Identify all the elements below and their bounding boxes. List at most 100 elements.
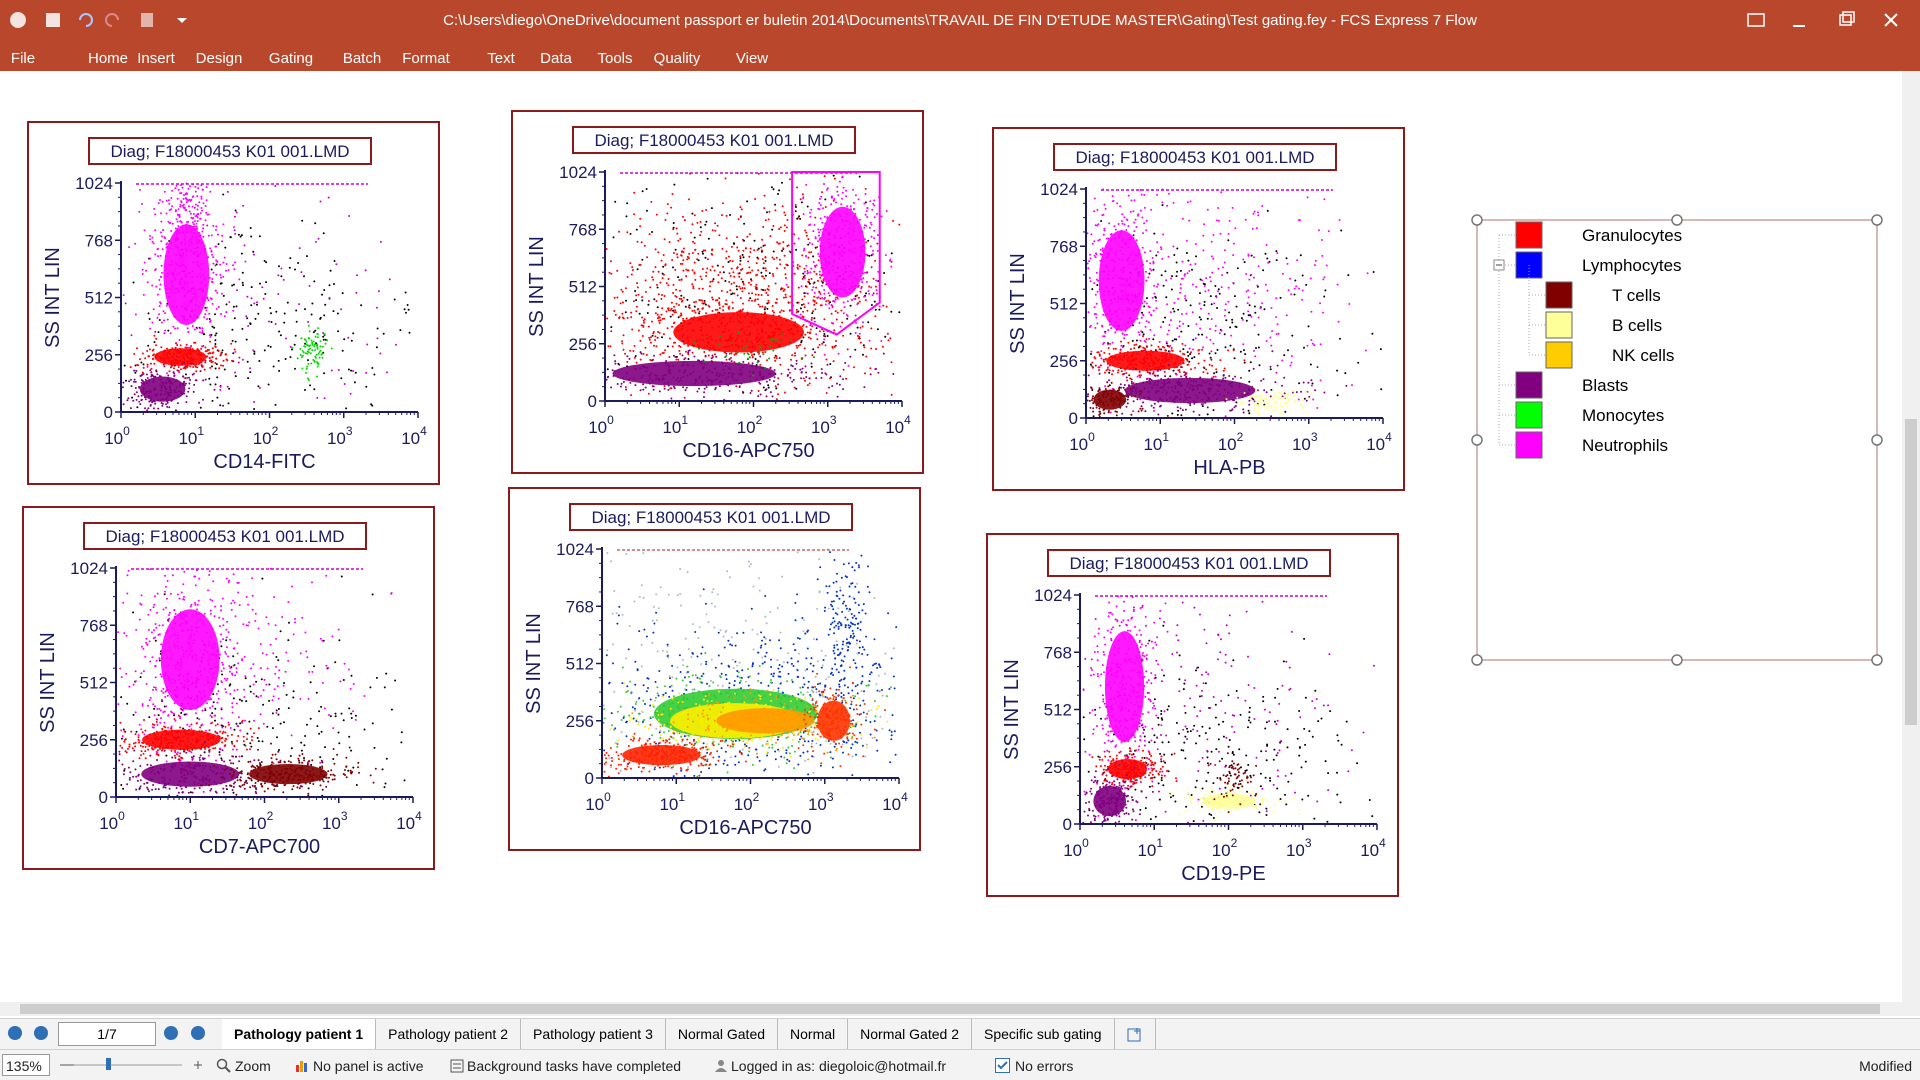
event-dot [171,205,174,208]
event-dot [151,349,154,352]
event-dot [824,257,827,260]
event-dot [1121,332,1124,335]
event-dot [812,230,815,233]
event-dot [1167,364,1170,367]
event-dot [741,308,744,311]
event-dot [1106,252,1108,255]
event-dot [1281,395,1284,398]
event-dot [179,204,182,206]
event-dot [1197,333,1200,336]
event-dot [706,267,709,270]
event-dot [678,279,681,281]
event-dot [1097,239,1100,242]
event-dot [1211,271,1214,274]
event-dot [802,213,805,215]
event-dot [1173,391,1176,394]
event-dot [128,380,131,383]
event-dot [626,276,629,278]
event-dot [1088,399,1091,402]
event-dot [1170,347,1173,349]
menu-item[interactable]: Tools [597,50,633,67]
event-dot [180,368,182,371]
event-dot [1133,230,1136,233]
event-dot [714,378,717,381]
x-tick-label: 102 [253,424,279,448]
event-dot [817,228,820,231]
event-dot [674,309,677,312]
dot-plot[interactable]: 1024 768 512 256 0 100 101 102 103 104 HLA-PB SS IN… [992,127,1405,491]
event-dot [202,223,205,226]
event-dot [179,192,181,195]
event-dot [303,338,306,341]
event-dot [1233,242,1235,245]
dot-plot[interactable]: 1024 768 512 256 0 100 101 102 103 104 CD14-FITC SS… [27,121,440,485]
menu-item[interactable]: File [10,50,36,67]
menu-item[interactable]: Text [487,50,515,67]
plot-title-box [88,137,372,165]
event-dot [1096,208,1099,211]
window-controls[interactable] [1720,0,1920,40]
menu-item[interactable]: Gating [268,50,314,67]
event-dot [692,371,695,373]
event-dot [169,394,172,397]
event-dot [193,228,195,231]
event-dot [161,404,164,407]
menu-item[interactable]: Format [402,50,450,67]
event-dot [1156,374,1159,377]
event-dot [1112,369,1115,372]
x-axis-label: CD16-APC750 [682,440,814,462]
event-dot [718,302,721,305]
dot-plot[interactable]: 1024 768 512 256 0 100 101 102 103 104 CD16-APC750… [511,110,924,474]
event-dot [191,281,194,283]
event-dot [208,312,211,315]
event-dot [194,364,197,367]
event-dot [200,347,203,350]
event-dot [204,346,207,349]
event-dot [724,365,727,368]
event-dot [249,227,252,229]
event-dot [812,299,815,302]
event-dot [848,249,850,252]
event-dot [1270,388,1273,391]
event-dot [730,293,733,296]
event-dot [1101,324,1103,327]
event-dot [677,276,680,279]
event-dot [856,334,859,337]
event-dot [1310,379,1313,382]
event-dot [803,277,806,280]
event-dot [1210,255,1213,258]
event-dot [769,235,772,238]
event-dot [1185,377,1188,380]
event-dot [1245,319,1248,322]
menu-item[interactable]: Insert [137,50,175,67]
menu-item[interactable]: Quality [653,50,701,67]
event-dot [1125,296,1128,299]
event-dot [1212,394,1215,397]
menu-item[interactable]: Home [87,50,129,67]
event-dot [1120,340,1122,343]
event-dot [194,379,197,382]
event-dot [1110,381,1113,384]
event-dot [1103,229,1106,232]
event-dot [174,327,177,330]
event-dot [1167,377,1170,380]
event-dot [740,321,743,324]
event-dot [810,277,813,280]
event-dot [1189,200,1192,203]
event-dot [738,373,741,376]
event-dot [138,385,140,388]
menu-item[interactable]: Batch [342,50,382,67]
event-dot [1191,283,1194,286]
event-dot [668,337,671,340]
menu-item[interactable]: Data [540,50,572,67]
event-dot [323,289,326,291]
menu-item[interactable]: View [735,50,769,67]
event-dot [1202,346,1204,349]
menu-item[interactable]: Design [195,50,243,67]
event-dot [1173,338,1176,341]
event-dot [754,298,757,301]
event-dot [1152,372,1154,375]
event-dot [1183,389,1186,392]
event-dot [1201,398,1204,401]
